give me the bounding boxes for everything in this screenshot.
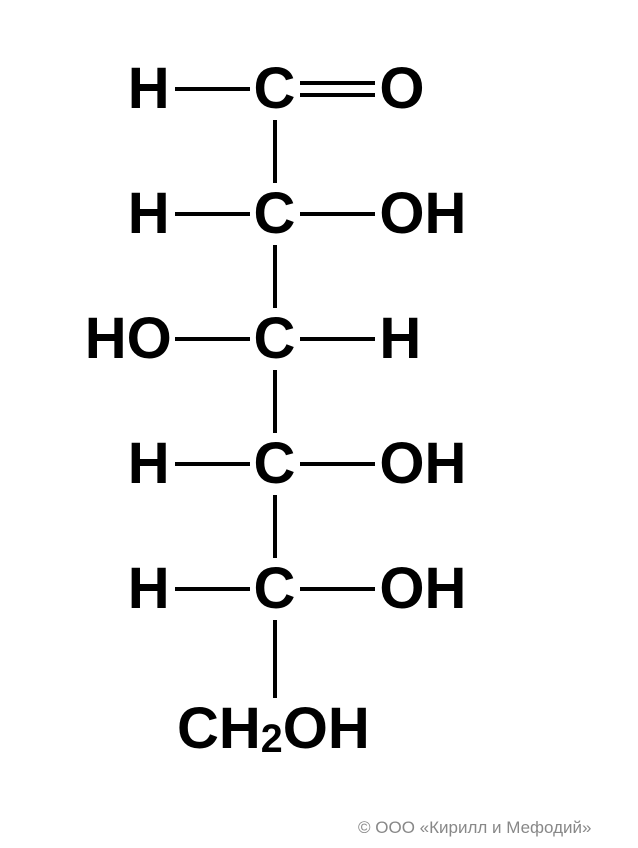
bond-single: [175, 87, 250, 91]
bond-single: [273, 370, 277, 433]
atom-a6: OH: [379, 185, 466, 243]
bond-single: [300, 337, 375, 341]
atom-a13: H: [128, 560, 170, 618]
bond-single: [175, 462, 250, 466]
copyright-text: © ООО «Кирилл и Мефодий»: [358, 818, 591, 838]
atom-a11: C: [254, 435, 296, 493]
atom-a3: O: [379, 60, 424, 118]
bond-single: [175, 337, 250, 341]
bond-single: [273, 120, 277, 183]
atom-a4: H: [128, 185, 170, 243]
atom-a5: C: [254, 185, 296, 243]
bond-single: [300, 587, 375, 591]
bond-double: [300, 93, 375, 97]
atom-a9: H: [379, 310, 421, 368]
atom-a2: C: [254, 60, 296, 118]
bond-double: [300, 81, 375, 85]
atom-a15: OH: [379, 560, 466, 618]
bond-single: [175, 212, 250, 216]
atom-a1: H: [128, 60, 170, 118]
bond-single: [175, 587, 250, 591]
bond-single: [273, 495, 277, 558]
bond-single: [273, 245, 277, 308]
bond-single: [273, 620, 277, 698]
atom-a14: C: [254, 560, 296, 618]
chemical-structure-diagram: HCOHCOHHOCHHCOHHCOHCH2OH© ООО «Кирилл и …: [0, 0, 638, 848]
atom-a10: H: [128, 435, 170, 493]
bond-single: [300, 212, 375, 216]
atom-a12: OH: [379, 435, 466, 493]
atom-a8: C: [254, 310, 296, 368]
atom-a16: CH2OH: [177, 700, 370, 758]
bond-single: [300, 462, 375, 466]
atom-a7: HO: [85, 310, 172, 368]
